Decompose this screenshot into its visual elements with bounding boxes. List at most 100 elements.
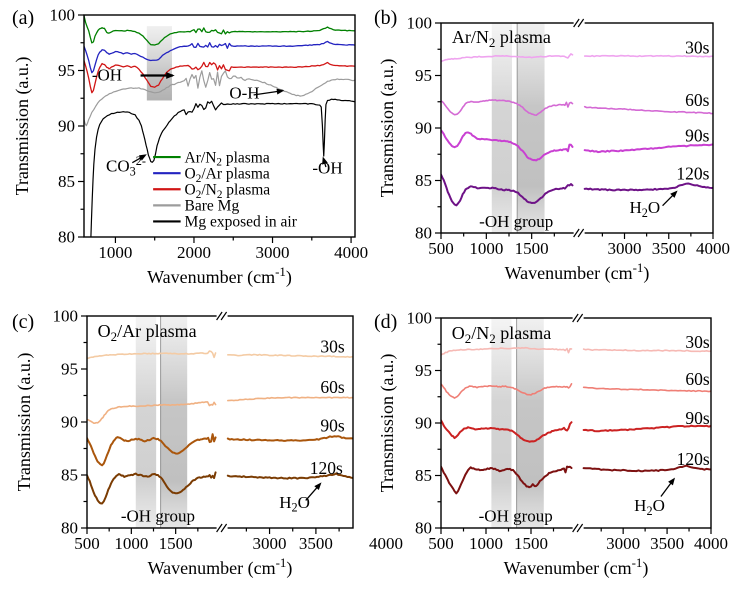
y-axis-title: Transmission (a.u.) xyxy=(12,57,33,196)
y-axis-title: Transmission (a.u.) xyxy=(377,354,398,493)
highlight-bands xyxy=(491,318,544,528)
shaded-band xyxy=(491,23,512,233)
series-mg-exposed-in-air xyxy=(90,98,355,237)
y-tick-label: 100 xyxy=(50,6,76,25)
series-120s xyxy=(87,471,353,505)
annotation-arrows xyxy=(131,72,328,168)
plot-title: O2/Ar plasma xyxy=(98,321,197,344)
x-tick-label: 1000 xyxy=(469,534,503,553)
series-time-label: 120s xyxy=(677,449,710,469)
series-time-label: 60s xyxy=(685,369,710,389)
annotation-arrows xyxy=(662,190,678,207)
series-time-label: 90s xyxy=(685,408,710,428)
annotation-text: O-H xyxy=(229,83,259,102)
series-time-label: 90s xyxy=(685,126,710,146)
series-90s xyxy=(441,129,713,162)
y-tick-label: 90 xyxy=(415,414,432,433)
y-tick-label: 100 xyxy=(407,309,433,328)
series-time-label: 60s xyxy=(320,377,345,397)
legend-label: Ar/N2 plasma xyxy=(185,149,270,168)
y-tick-label: 85 xyxy=(61,466,78,485)
x-tick-label: 3000 xyxy=(253,534,287,553)
shaded-band xyxy=(516,318,544,528)
series-60s xyxy=(441,99,713,117)
highlight-bands xyxy=(135,316,188,528)
legend-label: Bare Mg xyxy=(185,198,240,215)
y-tick-label: 80 xyxy=(415,224,432,243)
y-tick-label: 85 xyxy=(415,466,432,485)
shaded-band xyxy=(491,318,512,528)
panel-a-label: (a) xyxy=(12,7,35,29)
annotation-text: H2O xyxy=(634,496,665,518)
x-axis-title: Wavenumber (cm-1) xyxy=(505,260,650,284)
y-tick-label: 90 xyxy=(415,119,432,138)
annotation-text: H2O xyxy=(279,493,310,515)
series-o-2-ar-plasma xyxy=(84,40,355,74)
x-tick-label-outer: 4000 xyxy=(369,534,403,553)
y-tick-label: 80 xyxy=(61,519,78,538)
x-tick-label: 1500 xyxy=(515,239,549,258)
legend-label: Mg exposed in air xyxy=(185,214,298,231)
annotation-arrows xyxy=(660,477,675,497)
y-tick-label: 95 xyxy=(61,360,78,379)
panel-c-label: (c) xyxy=(12,311,35,333)
series-time-label: 60s xyxy=(685,90,710,110)
series-time-label: 30s xyxy=(320,337,345,357)
x-tick-label: 4000 xyxy=(334,243,368,262)
axis-ticks xyxy=(435,22,714,239)
series-o-2-n-2-plasma xyxy=(84,60,355,94)
annotation-text: -OH group xyxy=(121,507,195,526)
x-tick-label: 500 xyxy=(428,534,454,553)
panel-c-chart: 30s 60s 90s 120s 500 1000 1500 3000 3500 4000 80 85… xyxy=(14,307,403,580)
annotation-text: CO32- xyxy=(106,154,146,178)
y-tick-label: 95 xyxy=(415,66,432,85)
x-tick-label: 1000 xyxy=(98,243,132,262)
legend-label: O2/Ar plasma xyxy=(185,165,270,184)
annotation-text: -OH group xyxy=(479,507,553,526)
x-tick-label: 500 xyxy=(74,534,100,553)
shaded-band xyxy=(160,316,188,528)
series-120s xyxy=(441,464,711,495)
x-tick-label: 1000 xyxy=(114,534,148,553)
x-tick-label: 500 xyxy=(428,239,454,258)
x-tick-label: 1500 xyxy=(514,534,548,553)
series-90s xyxy=(87,433,353,467)
x-tick-label: 1000 xyxy=(469,239,503,258)
y-tick-label: 85 xyxy=(415,171,432,190)
annotation-text: -OH group xyxy=(479,212,553,231)
series-time-label: 90s xyxy=(320,416,345,436)
y-tick-label: 95 xyxy=(415,361,432,380)
series-time-label: 120s xyxy=(676,163,709,183)
y-tick-label: 85 xyxy=(58,172,75,191)
panel-a-chart: 1000 2000 3000 4000 80 85 90 95 100 Wavenumber (c… xyxy=(12,6,368,289)
panel-b-label: (b) xyxy=(374,7,398,29)
series-time-label: 30s xyxy=(685,332,710,352)
series-time-label: 120s xyxy=(310,458,343,478)
x-tick-label: 3000 xyxy=(256,243,290,262)
x-tick-label: 3500 xyxy=(650,534,684,553)
x-tick-label: 3500 xyxy=(299,534,333,553)
x-tick-label: 4000 xyxy=(696,239,730,258)
series-60s xyxy=(87,396,353,424)
series-90s xyxy=(441,419,711,443)
highlight-bands xyxy=(146,26,172,101)
series-120s xyxy=(441,173,713,207)
series-ar-n-2-plasma xyxy=(84,15,355,46)
shaded-band xyxy=(146,26,172,101)
y-tick-label: 95 xyxy=(58,61,75,80)
y-tick-label: 80 xyxy=(58,228,75,247)
y-axis-title: Transmission (a.u.) xyxy=(14,353,35,492)
y-tick-label: 90 xyxy=(58,117,75,136)
y-tick-label: 100 xyxy=(53,307,79,326)
x-axis-title: Wavenumber (cm-1) xyxy=(147,264,292,288)
shaded-band xyxy=(135,316,157,528)
annotation-text: -OH xyxy=(92,65,122,84)
panel-d-chart: 30s 60s 90s 120s 500 1000 1500 3000 3500 4000 80 85… xyxy=(377,309,728,580)
legend-label: O2/N2 plasma xyxy=(185,181,271,200)
plot-title: Ar/N2 plasma xyxy=(452,27,551,50)
x-tick-label: 3500 xyxy=(652,239,686,258)
series-30s xyxy=(441,346,711,356)
y-axis-title: Transmission (a.u.) xyxy=(377,59,398,198)
